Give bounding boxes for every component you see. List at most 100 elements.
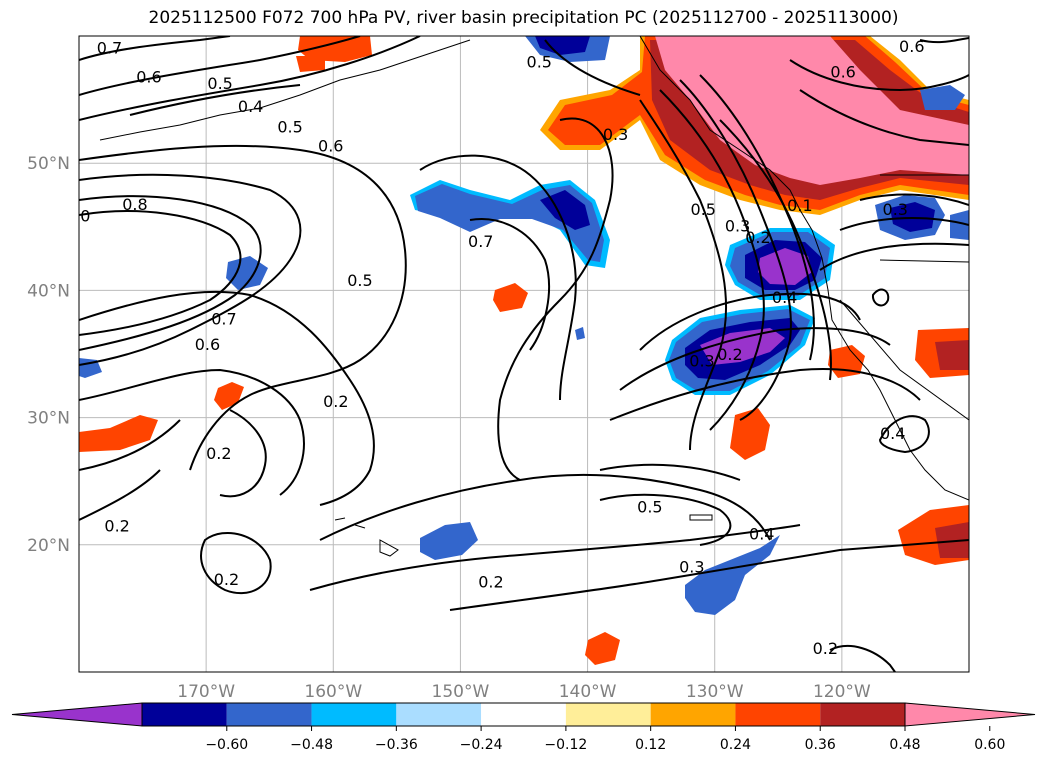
svg-text:0.7: 0.7 (97, 38, 122, 57)
contour-label-10: 0.7 (211, 309, 236, 328)
shade-south-orange (585, 632, 620, 665)
shade-top-navy (535, 36, 590, 55)
lon-tick-label-3: 140°W (559, 682, 617, 702)
shade-tiny-blue (575, 327, 585, 340)
shade-top-left (298, 36, 372, 62)
plot-title: 2025112500 F072 700 hPa PV, river basin … (148, 8, 899, 28)
svg-text:0.4: 0.4 (238, 97, 263, 116)
colorbar-tick-label-3: −0.24 (460, 737, 503, 753)
colorbar-box-4 (481, 703, 566, 726)
contour-label-20: 0.6 (899, 37, 924, 56)
svg-text:0.2: 0.2 (745, 228, 770, 247)
colorbar-box-5 (565, 703, 651, 726)
svg-text:0.6: 0.6 (136, 68, 161, 87)
colorbar-tick-label-5: 0.12 (635, 737, 666, 753)
coastlines (99, 36, 969, 557)
contour-label-24: 0.3 (883, 200, 908, 219)
contour-label-15: 0.2 (214, 570, 239, 589)
contour-label-5: 0.6 (318, 136, 343, 155)
svg-text:0.6: 0.6 (899, 37, 924, 56)
contour-label-23: 0.1 (787, 196, 812, 215)
contour-label-17: 0.3 (603, 125, 628, 144)
svg-text:0.4: 0.4 (749, 524, 774, 543)
lon-tick-label-2: 150°W (432, 682, 490, 702)
latitude-tick-labels: 50°N 40°N 30°N 20°N (27, 154, 70, 556)
svg-text:0.1: 0.1 (787, 196, 812, 215)
svg-text:0.6: 0.6 (195, 335, 220, 354)
colorbar-extend-low (11, 702, 143, 727)
contour-label-14: 0.2 (104, 517, 129, 536)
shade-south-blue (420, 522, 478, 560)
svg-text:0.2: 0.2 (104, 517, 129, 536)
colorbar-box-1 (226, 703, 312, 726)
svg-text:0.5: 0.5 (277, 117, 302, 136)
contour-label-8: 0.7 (468, 232, 493, 251)
contour-label-32: 0.2 (478, 573, 503, 592)
contour-label-3: 0.4 (238, 97, 263, 116)
shade-west-blue2 (79, 358, 102, 378)
svg-text:0.5: 0.5 (691, 200, 716, 219)
shade-top-left2 (296, 56, 325, 72)
lat-tick-label-3: 20°N (27, 536, 70, 556)
contour-label-0: 0.7 (97, 38, 122, 57)
contour-label-9: 0.5 (347, 271, 372, 290)
contour-label-13: 0.2 (206, 444, 231, 463)
colorbar-box-8 (820, 703, 905, 726)
shade-ca2-purple (700, 328, 785, 365)
contour-label-22: 0.2 (745, 228, 770, 247)
contour-label-33: 0.2 (813, 639, 838, 658)
svg-text:0.5: 0.5 (637, 498, 662, 517)
colorbar-tick-label-7: 0.36 (805, 737, 836, 753)
svg-text:0.5: 0.5 (527, 52, 552, 71)
svg-text:0.2: 0.2 (478, 573, 503, 592)
colorbar-tick-label-9: 0.60 (974, 737, 1005, 753)
shade-south-blue2 (685, 535, 780, 615)
pv-contours (79, 36, 969, 672)
shade-east-orange3 (730, 408, 770, 460)
svg-text:0.4: 0.4 (772, 288, 797, 307)
colorbar: −0.60 −0.48 −0.36 −0.24 −0.12 0.12 0.24 0.36 0.4… (11, 702, 1036, 753)
contour-label-31: 0.3 (679, 557, 704, 576)
shade-right-navy (890, 202, 935, 232)
contour-label-25: 0.3 (689, 351, 714, 370)
svg-text:0.5: 0.5 (207, 74, 232, 93)
contour-label-7: 0 (80, 206, 90, 225)
contour-label-18: 0.5 (691, 200, 716, 219)
colorbar-box-6 (650, 703, 736, 726)
colorbar-tick-label-4: −0.12 (544, 737, 587, 753)
shade-positive-bc-pink (655, 36, 969, 185)
svg-text:0.3: 0.3 (725, 217, 750, 236)
colorbar-box-3 (396, 703, 482, 726)
contour-label-21: 0.3 (725, 217, 750, 236)
svg-text:0.2: 0.2 (206, 444, 231, 463)
contour-label-4: 0.5 (277, 117, 302, 136)
colorbar-tick-label-8: 0.48 (889, 737, 920, 753)
lon-tick-label-1: 160°W (304, 682, 362, 702)
contour-label-28: 0.4 (880, 424, 905, 443)
contour-label-6: 0.8 (122, 195, 147, 214)
shade-ca-purple (758, 248, 812, 285)
svg-text:0.4: 0.4 (880, 424, 905, 443)
contour-label-29: 0.5 (637, 498, 662, 517)
lon-tick-label-4: 130°W (686, 682, 744, 702)
svg-text:0.2: 0.2 (813, 639, 838, 658)
svg-text:0.2: 0.2 (717, 345, 742, 364)
contour-label-19: 0.6 (830, 63, 855, 82)
contour-label-11: 0.6 (195, 335, 220, 354)
contour-label-26: 0.2 (717, 345, 742, 364)
contour-label-2: 0.5 (207, 74, 232, 93)
colorbar-outline (141, 702, 906, 727)
colorbar-box-0 (142, 703, 227, 726)
lat-tick-label-1: 40°N (27, 281, 70, 301)
colorbar-tick-label-1: −0.48 (290, 737, 333, 753)
svg-text:0.6: 0.6 (318, 136, 343, 155)
svg-text:0.2: 0.2 (214, 570, 239, 589)
shade-west-orange (79, 415, 158, 452)
colorbar-box-2 (311, 703, 397, 726)
contour-label-27: 0.4 (772, 288, 797, 307)
svg-text:0.8: 0.8 (122, 195, 147, 214)
shade-east-dark2 (935, 340, 969, 370)
shade-mid-orange (493, 283, 528, 312)
